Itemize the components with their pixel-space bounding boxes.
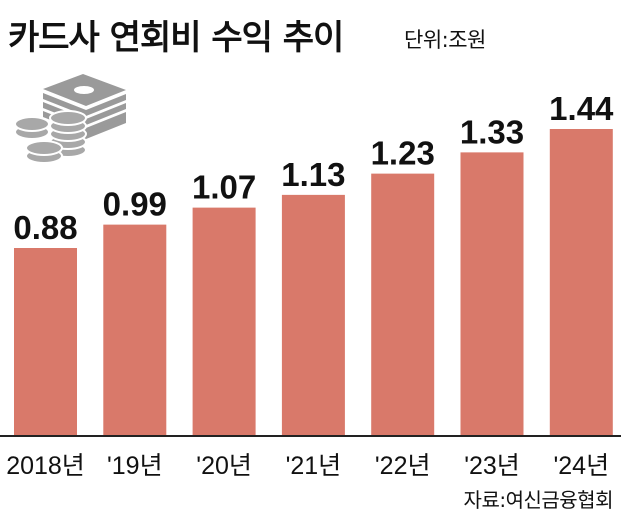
value-label-5: 1.33 bbox=[460, 113, 524, 150]
value-label-2: 1.07 bbox=[192, 169, 256, 206]
bar-2 bbox=[192, 207, 256, 435]
category-label-6: '24년 bbox=[554, 452, 610, 480]
source-note: 자료:여신금융협회 bbox=[463, 488, 614, 512]
category-label-1: '19년 bbox=[107, 452, 163, 480]
category-label-4: '22년 bbox=[375, 452, 431, 480]
bar-5 bbox=[460, 152, 524, 435]
bar-3 bbox=[281, 194, 345, 435]
value-label-3: 1.13 bbox=[281, 156, 345, 193]
chart-title: 카드사 연회비 수익 추이 bbox=[8, 18, 344, 58]
category-label-3: '21년 bbox=[286, 452, 342, 480]
category-label-0: 2018년 bbox=[6, 452, 85, 480]
unit-label: 단위:조원 bbox=[404, 28, 486, 52]
value-label-0: 0.88 bbox=[13, 209, 77, 246]
bar-1 bbox=[103, 224, 167, 435]
bar-4 bbox=[371, 173, 435, 435]
category-label-5: '23년 bbox=[464, 452, 520, 480]
money-stack-icon bbox=[14, 74, 126, 164]
bar-6 bbox=[549, 129, 613, 435]
category-label-2: '20년 bbox=[196, 452, 252, 480]
bar-0 bbox=[14, 248, 77, 435]
value-label-4: 1.23 bbox=[371, 135, 435, 172]
value-label-6: 1.44 bbox=[549, 90, 614, 127]
value-label-1: 0.99 bbox=[103, 186, 167, 223]
